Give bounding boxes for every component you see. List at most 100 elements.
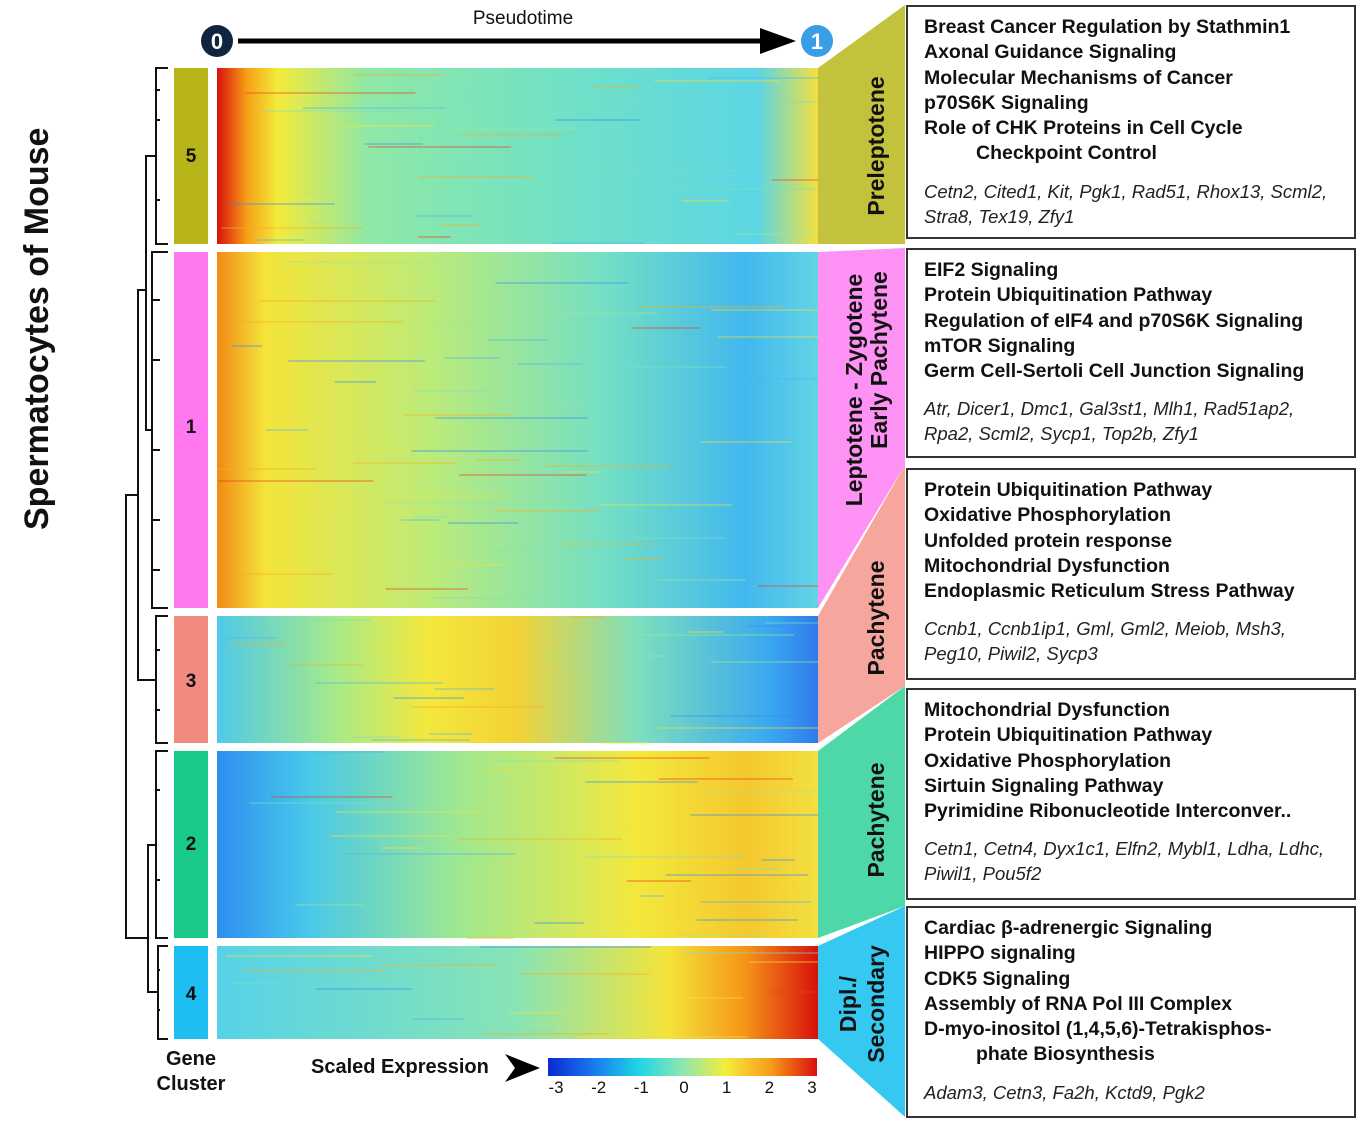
heatmap-row-streak bbox=[658, 778, 793, 780]
heatmap-row-streak bbox=[631, 537, 726, 539]
heatmap-row-streak bbox=[593, 86, 639, 88]
heatmap-row-streak bbox=[509, 1012, 565, 1014]
heatmap-row-streak bbox=[358, 649, 455, 651]
heatmap-row-streak bbox=[414, 390, 486, 392]
heatmap-row-streak bbox=[342, 125, 435, 127]
pathway-item: phate Biosynthesis bbox=[976, 1043, 1155, 1066]
heatmap-row-streak bbox=[631, 327, 701, 329]
heatmap-row-streak bbox=[614, 997, 743, 999]
gene-list-cluster-2: Cetn1, Cetn4, Dyx1c1, Elfn2, Mybl1, Ldha… bbox=[924, 838, 1325, 885]
heatmap-block-cluster-2 bbox=[217, 751, 818, 938]
cluster-label-4: 4 bbox=[186, 984, 197, 1005]
heatmap-row-streak bbox=[690, 814, 818, 816]
heatmap-row-streak bbox=[709, 77, 818, 79]
gene-list-cluster-1: Atr, Dicer1, Dmc1, Gal3st1, Mlh1, Rad51a… bbox=[924, 398, 1295, 445]
pathway-item: Regulation of eIF4 and p70S6K Signaling bbox=[924, 309, 1304, 332]
heatmap-row-streak bbox=[259, 300, 435, 302]
pathway-item: Axonal Guidance Signaling bbox=[924, 41, 1177, 64]
heatmap-row-streak bbox=[217, 468, 316, 470]
heatmap-row-streak bbox=[411, 450, 588, 452]
heatmap-row-streak bbox=[435, 417, 588, 419]
heatmap-row-streak bbox=[495, 282, 629, 284]
pseudotime-end-label: 1 bbox=[811, 29, 823, 54]
pseudotime-start-marker bbox=[201, 25, 233, 57]
heatmap-row-streak bbox=[447, 128, 577, 130]
pathway-box-cluster-5: Breast Cancer Regulation by Stathmin1 Axo… bbox=[906, 5, 1356, 239]
heatmap-row-streak bbox=[457, 838, 623, 840]
heatmap-row-streak bbox=[561, 543, 651, 545]
pseudotime-end-marker bbox=[801, 25, 833, 57]
legend-tick-label: 1 bbox=[722, 1078, 731, 1097]
heatmap-row-streak bbox=[398, 167, 476, 169]
heatmap-row-streak bbox=[488, 339, 549, 341]
heatmap-row-streak bbox=[711, 661, 818, 663]
heatmap-row-streak bbox=[261, 110, 430, 112]
pathway-item: Endoplasmic Reticulum Stress Pathway bbox=[924, 580, 1295, 603]
heatmap-row-streak bbox=[601, 742, 651, 744]
heatmap-row-streak bbox=[309, 221, 330, 223]
pathway-box-cluster-4: Cardiac β-adrenergic Signaling HIPPO sign… bbox=[906, 906, 1356, 1118]
stage-band-pachytene-a bbox=[818, 465, 905, 743]
pathway-item: EIF2 Signaling bbox=[924, 259, 1059, 281]
heatmap-row-streak bbox=[401, 519, 440, 521]
stage-label-diplotene-line2: Secondary bbox=[863, 945, 889, 1063]
pathway-item: Sirtuin Signaling Pathway bbox=[924, 774, 1164, 797]
heatmap-row-streak bbox=[270, 796, 393, 798]
heatmap-row-streak bbox=[232, 345, 263, 347]
cluster-bar-4 bbox=[174, 946, 208, 1039]
heatmap-row-streak bbox=[288, 360, 425, 362]
stage-label-preleptotene: Preleptotene bbox=[863, 76, 889, 215]
heatmap-row-streak bbox=[410, 706, 543, 708]
heatmap-row-texture bbox=[217, 74, 818, 1038]
cluster-label-3: 3 bbox=[186, 671, 197, 692]
heatmap-row-streak bbox=[678, 934, 766, 936]
stage-label-diplotene-line1: Dipl./ bbox=[835, 975, 861, 1032]
heatmap-row-streak bbox=[459, 474, 587, 476]
pathway-item: mTOR Signaling bbox=[924, 334, 1076, 357]
heatmap-row-streak bbox=[770, 991, 818, 993]
heatmap-row-streak bbox=[532, 655, 666, 657]
legend-ticks: -3 -2 -1 0 1 2 3 bbox=[548, 1078, 816, 1097]
heatmap-row-streak bbox=[534, 922, 584, 924]
stage-band-leptotene bbox=[818, 248, 905, 608]
heatmap-row-streak bbox=[428, 733, 473, 735]
heatmap-row-streak bbox=[737, 233, 818, 235]
legend-tick-label: 0 bbox=[679, 1078, 688, 1097]
heatmap-row-streak bbox=[570, 616, 605, 618]
heatmap-row-streak bbox=[434, 324, 485, 326]
heatmap-row-streak bbox=[495, 510, 601, 512]
heatmap-row-streak bbox=[665, 874, 809, 876]
heatmap-row-streak bbox=[439, 850, 504, 852]
heatmap-row-streak bbox=[601, 170, 740, 172]
heatmap-row-streak bbox=[243, 970, 386, 972]
heatmap-row-streak bbox=[661, 188, 818, 190]
heatmap-row-streak bbox=[626, 880, 691, 882]
heatmap-row-streak bbox=[696, 919, 798, 921]
heatmap-row-streak bbox=[384, 501, 557, 503]
heatmap-row-streak bbox=[431, 597, 579, 599]
heatmap-row-streak bbox=[657, 727, 818, 729]
pseudotime-start-label: 0 bbox=[211, 29, 223, 54]
heatmap-row-streak bbox=[577, 1036, 748, 1038]
heatmap-row-streak bbox=[443, 357, 500, 359]
pathway-item: Unfolded protein response bbox=[924, 529, 1173, 552]
heatmap-row-streak bbox=[493, 209, 522, 211]
heatmap-row-streak bbox=[227, 637, 277, 639]
heatmap-row-streak bbox=[657, 579, 746, 581]
heatmap-row-streak bbox=[483, 1033, 609, 1035]
cluster-bar-5 bbox=[174, 68, 208, 244]
dendrogram bbox=[125, 67, 168, 1040]
pathway-item: Assembly of RNA Pol III Complex bbox=[924, 992, 1233, 1015]
heatmap-row-streak bbox=[544, 405, 586, 407]
heatmap-row-streak bbox=[354, 976, 435, 978]
heatmap-row-streak bbox=[466, 937, 514, 939]
heatmap-row-streak bbox=[639, 895, 664, 897]
heatmap-row-streak bbox=[554, 757, 710, 759]
stage-band-pachytene-b bbox=[818, 686, 905, 938]
heatmap-row-streak bbox=[335, 811, 484, 813]
heatmap-row-streak bbox=[255, 239, 306, 241]
heatmap-block-cluster-5 bbox=[217, 68, 818, 244]
heatmap-row-streak bbox=[476, 459, 522, 461]
heatmap-row-streak bbox=[478, 312, 657, 314]
